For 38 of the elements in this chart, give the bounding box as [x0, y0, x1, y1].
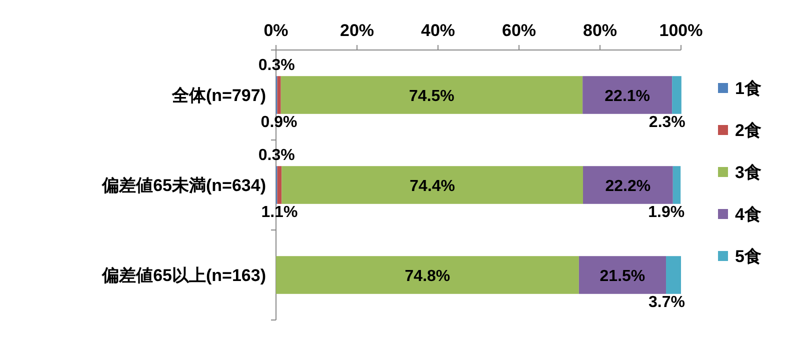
legend-label: 3食 — [735, 163, 762, 182]
bar — [280, 76, 583, 114]
data-label: 3.7% — [648, 294, 685, 311]
bar — [277, 76, 281, 114]
bar — [582, 76, 672, 114]
legend-label: 1食 — [735, 79, 762, 98]
data-label: 22.1% — [604, 88, 650, 105]
data-label: 0.3% — [258, 147, 295, 164]
x-tick-label: 100% — [659, 21, 703, 40]
x-tick-label: 20% — [340, 21, 374, 40]
y-tick-label: 偏差値65以上(n=163) — [101, 266, 266, 285]
bar — [582, 166, 673, 204]
x-tick-label: 40% — [420, 21, 456, 40]
data-label: 0.3% — [258, 57, 295, 74]
data-label: 74.5% — [409, 88, 454, 105]
bar — [666, 256, 681, 294]
bar — [277, 166, 282, 204]
y-tick-label: 偏差値65未満(n=634) — [101, 176, 266, 195]
legend-label: 4食 — [735, 205, 762, 224]
x-tick-label: 0% — [264, 21, 288, 40]
bar — [672, 76, 682, 114]
bar — [282, 166, 583, 204]
data-label: 74.8% — [404, 268, 450, 285]
data-label: 21.5% — [600, 268, 646, 285]
data-label: 74.4% — [410, 178, 456, 195]
data-label: 1.9% — [648, 204, 685, 221]
data-label: 0.9% — [260, 114, 298, 131]
bar — [672, 166, 681, 204]
bar — [578, 256, 666, 294]
y-tick-label: 全体(n=797) — [171, 86, 266, 105]
data-label: 2.3% — [648, 114, 686, 131]
data-label: 1.1% — [261, 204, 298, 221]
x-tick-label: 80% — [582, 21, 618, 40]
legend-label: 2食 — [735, 121, 762, 140]
data-label: 22.2% — [605, 178, 651, 195]
x-tick-label: 60% — [502, 21, 536, 40]
bar — [276, 256, 579, 294]
legend-label: 5食 — [735, 247, 762, 266]
